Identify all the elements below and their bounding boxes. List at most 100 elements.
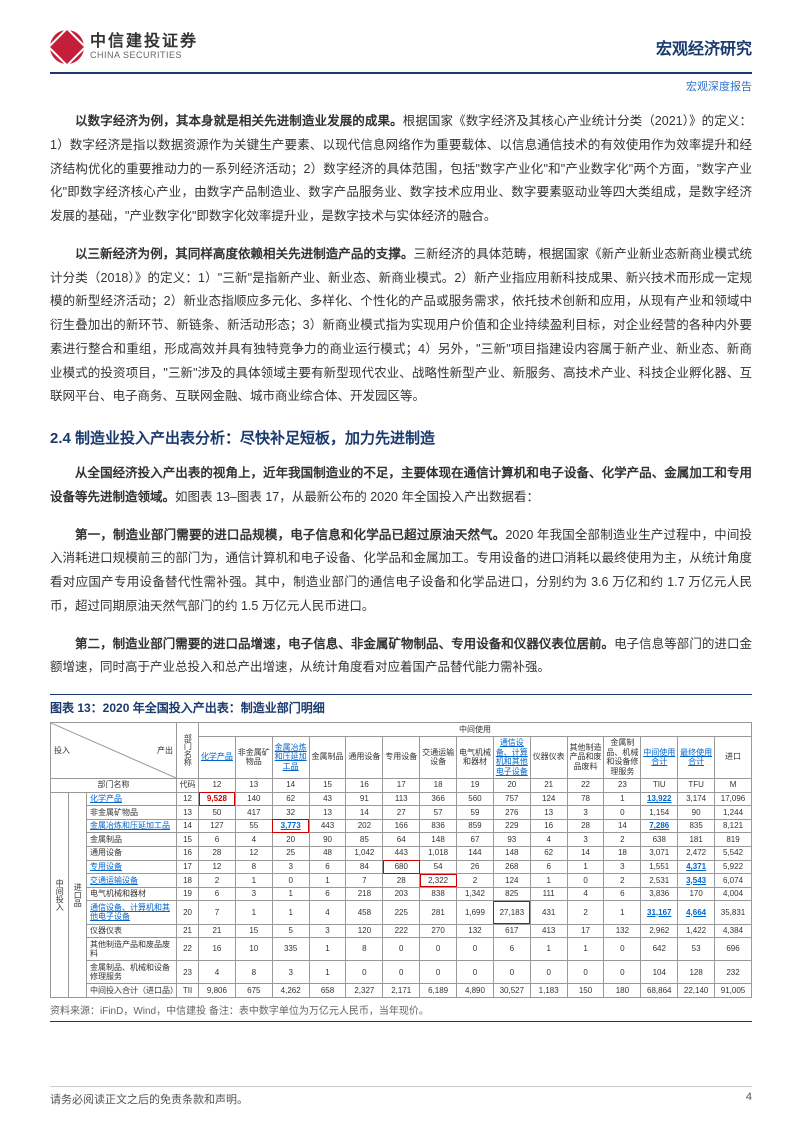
row-code: 17 [177,860,199,874]
cell: 5,542 [715,846,752,860]
cell: 0 [457,961,494,984]
cell: 757 [493,792,530,806]
col-header: 化学产品 [199,736,236,778]
cell: 3 [309,924,346,938]
cell: 124 [493,874,530,888]
cell: 335 [272,938,309,961]
cell: 658 [309,984,346,998]
cell: 111 [530,887,567,901]
cell: 281 [420,901,457,924]
paragraph-point-2: 第二，制造业部门需要的进口品增速，电子信息、非金属矿物制品、专用设备和仪器仪表位… [50,633,752,681]
cell: 2,322 [420,874,457,888]
cell: 4 [567,887,604,901]
cell: 1,154 [641,806,678,820]
cell: 0 [383,961,420,984]
col-header: 通信设备、计算机和其他电子设备 [493,736,530,778]
page-number: 4 [746,1091,752,1107]
cell: 3,174 [678,792,715,806]
code-row: 部门名称 代码 121314151617181920212223TIUTFUM [51,778,752,792]
col-code: 23 [604,778,641,792]
cell: 13 [530,806,567,820]
cell: 15 [235,924,272,938]
section-2-4-title: 2.4 制造业投入产出表分析：尽快补足短板，加力先进制造 [50,427,752,448]
cell: 270 [420,924,457,938]
cell: 413 [530,924,567,938]
table-row: 交通运输设备1821017282,32221241022,5313,5436,0… [51,874,752,888]
cell: 0 [420,961,457,984]
cell: 3 [272,860,309,874]
logo-mark-icon [50,30,84,64]
cell: 21 [199,924,236,938]
para5-lead: 第二，制造业部门需要的进口品增速，电子信息、非金属矿物制品、专用设备和仪器仪表位… [75,637,614,651]
row-name: 非金属矿物品 [87,806,177,820]
cell: 7 [199,901,236,924]
paragraph-point-1: 第一，制造业部门需要的进口品规模，电子信息和化学品已超过原油天然气。2020 年… [50,524,752,619]
cell: 13 [309,806,346,820]
paragraph-io-intro: 从全国经济投入产出表的视角上，近年我国制造业的不足，主要体现在通信计算机和电子设… [50,462,752,510]
row-name: 通信设备、计算机和其他电子设备 [87,901,177,924]
paragraph-sanxin-economy: 以三新经济为例，其同样高度依赖相关先进制造产品的支撑。三新经济的具体范畴，根据国… [50,243,752,409]
col-code: 18 [420,778,457,792]
cell: 6,074 [715,874,752,888]
cell: 222 [383,924,420,938]
cell: 6 [530,860,567,874]
para2-lead: 以三新经济为例，其同样高度依赖相关先进制造产品的支撑。 [75,247,414,261]
chart-source: 资料来源：iFinD，Wind，中信建投 备注：表中数字单位为万亿元人民币，当年… [50,1002,752,1022]
cell: 1 [309,874,346,888]
cell: 276 [493,806,530,820]
row-code: 15 [177,833,199,847]
cell: 6 [493,938,530,961]
col-code: 21 [530,778,567,792]
cell: 458 [346,901,383,924]
cell: 1 [272,887,309,901]
row-name: 专用设备 [87,860,177,874]
cell: 43 [309,792,346,806]
cell: 16 [530,819,567,833]
cell: 6 [309,860,346,874]
cell: 5 [272,924,309,938]
cell: 128 [678,961,715,984]
cell: 1,042 [346,846,383,860]
col-code: 14 [272,778,309,792]
logo-text-en: CHINA SECURITIES [90,51,198,61]
para2-body: 三新经济的具体范畴，根据国家《新产业新业态新商业模式统计分类（2018）》的定义… [50,247,752,404]
cell: 229 [493,819,530,833]
cell: 4 [235,833,272,847]
cell: 91 [346,792,383,806]
col-header: 通用设备 [346,736,383,778]
cell: 218 [346,887,383,901]
cell: 0 [346,961,383,984]
cell: 6,189 [420,984,457,998]
cell: 0 [604,961,641,984]
row-code: 23 [177,961,199,984]
cell: 48 [309,846,346,860]
cell: 27,183 [493,901,530,924]
cell: 0 [493,961,530,984]
col-header: 进口 [715,736,752,778]
cell: 85 [346,833,383,847]
cell: 104 [641,961,678,984]
cell: 2,171 [383,984,420,998]
cell: 14 [346,806,383,820]
cell: 1,422 [678,924,715,938]
col-header: 中间使用合计 [641,736,678,778]
row-name: 其他制造产品和废品废料 [87,938,177,961]
cell: 6 [604,887,641,901]
diagonal-split-icon [51,723,176,778]
cell: 1,183 [530,984,567,998]
cell: 417 [235,806,272,820]
cell: 8 [346,938,383,961]
cell: 443 [383,846,420,860]
side-label-intermediate-input: 中间投入 [51,792,69,998]
cell: 113 [383,792,420,806]
cell: 2,472 [678,846,715,860]
table-row: 专用设备17128368468054262686131,5514,3715,92… [51,860,752,874]
cell: 166 [383,819,420,833]
cell: 50 [199,806,236,820]
col-header: 金属冶炼和压延加工品 [272,736,309,778]
cell: 4,371 [678,860,715,874]
row-name: 金属冶炼和压延加工品 [87,819,177,833]
cell: 2 [604,833,641,847]
cell: 2 [604,874,641,888]
cell: 835 [678,819,715,833]
